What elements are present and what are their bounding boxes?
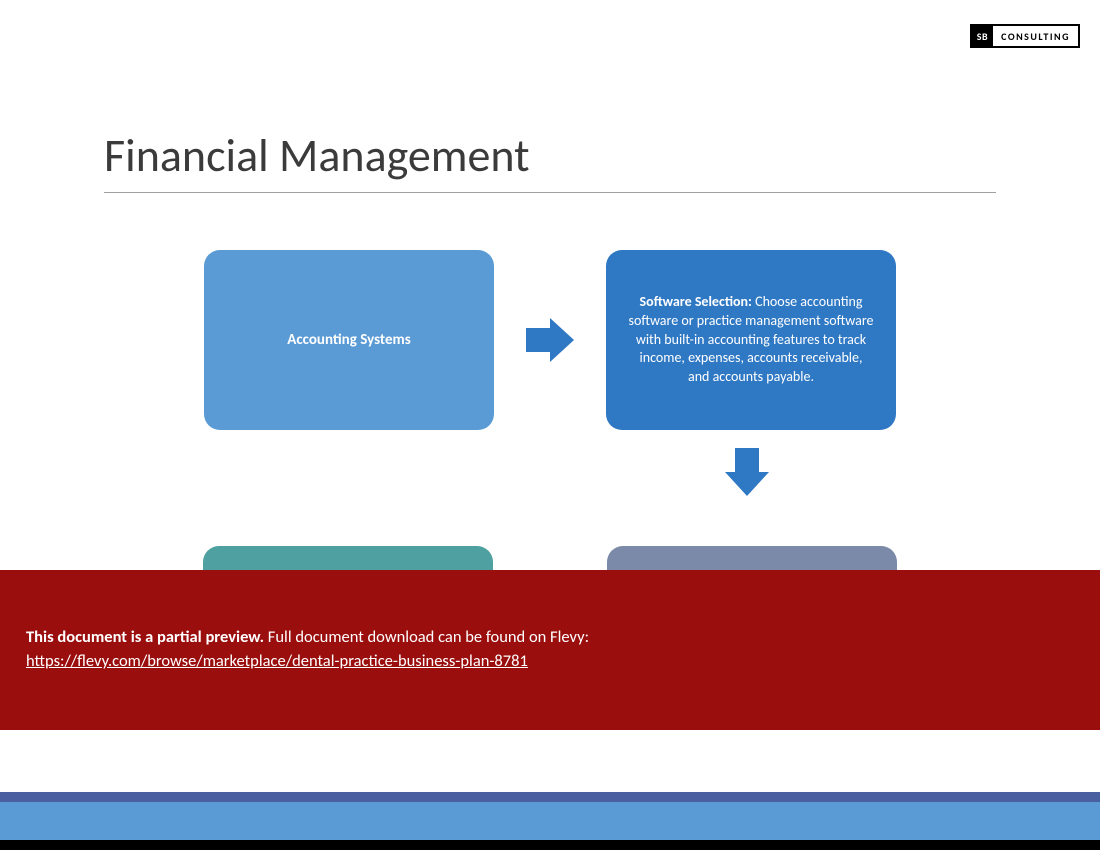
flow-diagram: Accounting Systems Software Selection: C… [0, 250, 1100, 500]
logo-text: CONSULTING [993, 26, 1078, 47]
brand-logo: SB CONSULTING [970, 24, 1080, 48]
box-software-selection: Software Selection: Choose accounting so… [606, 250, 896, 430]
preview-overlay: This document is a partial preview. Full… [0, 570, 1100, 730]
overlay-link[interactable]: https://flevy.com/browse/marketplace/den… [26, 651, 528, 671]
arrow-down-icon [394, 444, 1100, 500]
diagram-row-1: Accounting Systems Software Selection: C… [0, 250, 1100, 430]
box-text: Software Selection: Choose accounting so… [628, 293, 874, 387]
box-accounting-systems: Accounting Systems [204, 250, 494, 430]
overlay-rest: Full document download can be found on F… [264, 627, 589, 647]
overlay-line-1: This document is a partial preview. Full… [26, 626, 1074, 650]
box-label: Accounting Systems [287, 330, 410, 350]
footer-stripe-mid [0, 802, 1100, 840]
footer-stripe-bottom [0, 840, 1100, 850]
logo-badge: SB [972, 26, 993, 47]
arrow-right-icon [522, 312, 578, 368]
footer-stripe-thin [0, 792, 1100, 802]
box-text-bold: Software Selection: [640, 293, 752, 310]
overlay-bold: This document is a partial preview. [26, 627, 264, 647]
page-title: Financial Management [104, 128, 996, 193]
